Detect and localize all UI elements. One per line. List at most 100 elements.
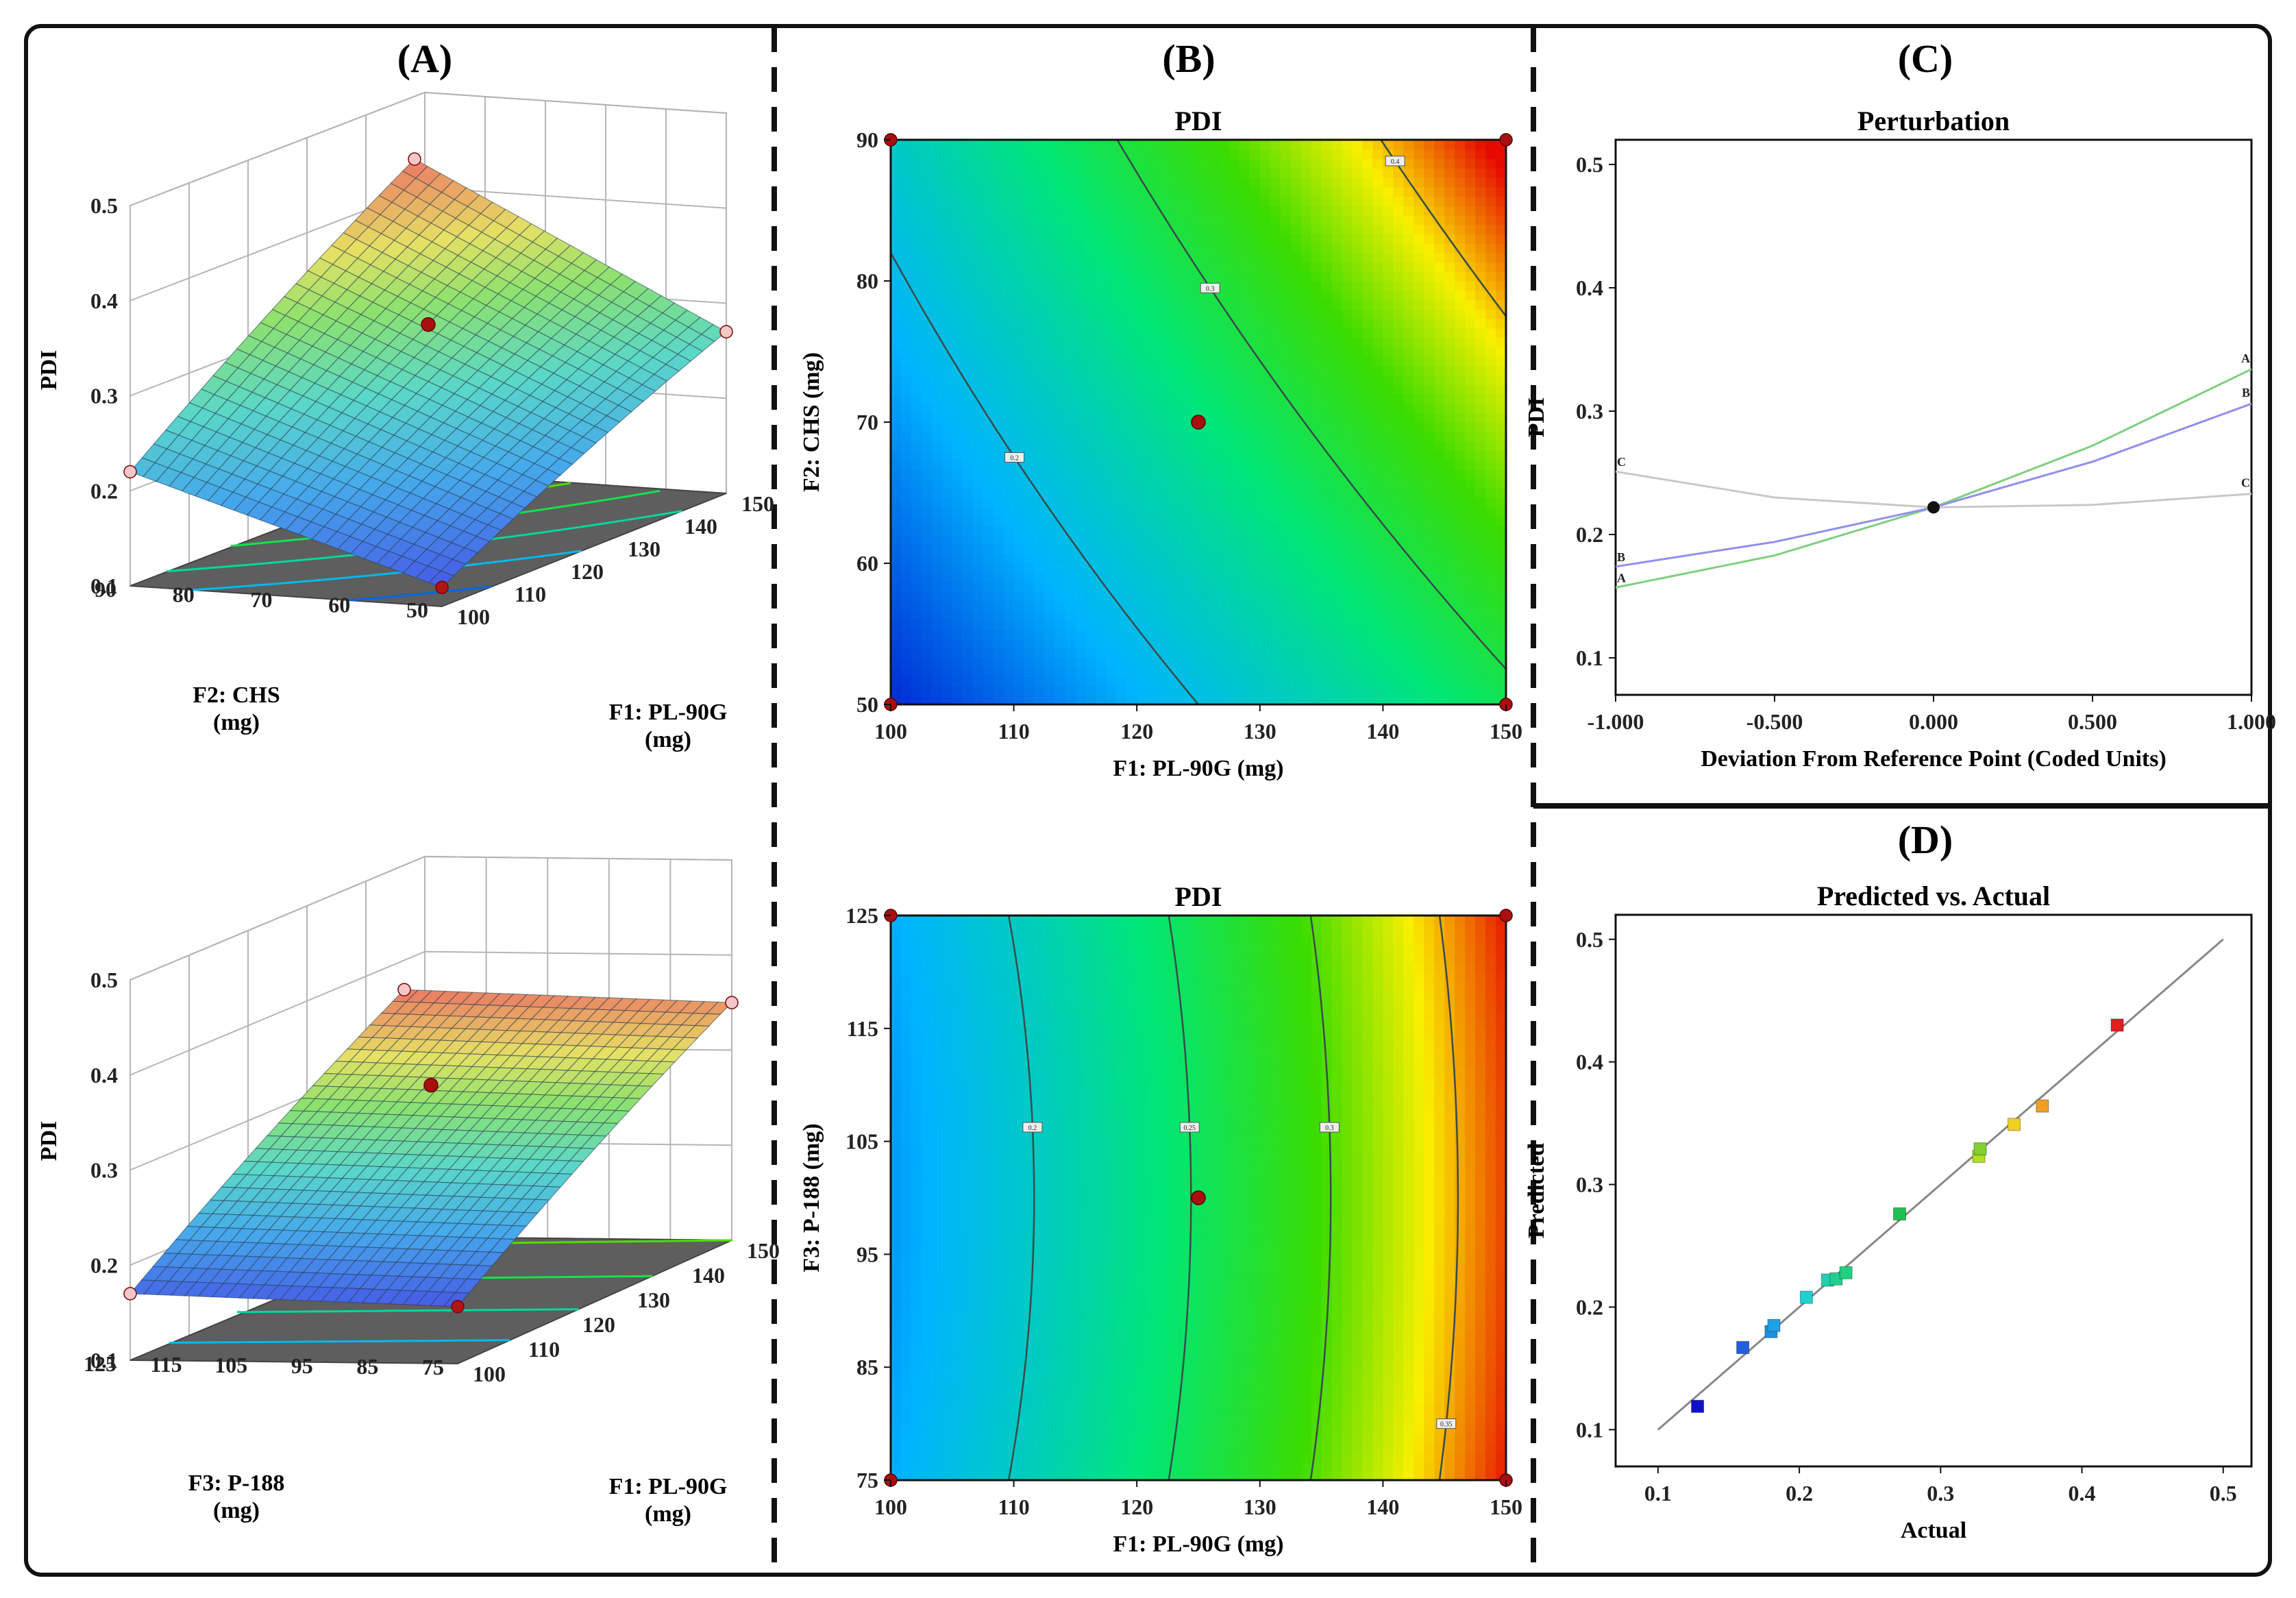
contour-fill-cell [1362, 214, 1374, 225]
contour-fill-cell [1096, 526, 1107, 536]
contour-fill-cell [962, 365, 974, 376]
contour-fill-cell [1311, 347, 1322, 357]
contour-fill-cell [1362, 648, 1374, 659]
contour-fill-cell [952, 572, 963, 583]
contour-fill-cell [952, 488, 963, 498]
contour-fill-cell [1444, 140, 1455, 150]
contour-fill-cell [1444, 610, 1455, 621]
contour-fill-cell [1300, 234, 1312, 244]
contour-fill-cell [1424, 591, 1435, 602]
contour-fill-cell [1075, 234, 1087, 244]
y-tick-label: 105 [214, 1353, 247, 1377]
contour-fill-cell [1034, 610, 1046, 621]
contour-fill-cell [1106, 459, 1118, 470]
contour-fill-cell [1424, 422, 1435, 432]
contour-fill-cell [1208, 469, 1220, 480]
contour-fill-cell [1403, 337, 1415, 347]
contour-fill-cell [1311, 534, 1322, 545]
contour-fill-cell [931, 271, 943, 282]
contour-fill-cell [891, 441, 902, 451]
contour-fill-cell [1106, 488, 1118, 498]
contour-fill-cell [1239, 309, 1250, 319]
contour-fill-cell [1496, 206, 1507, 216]
contour-fill-cell [891, 347, 902, 357]
contour-fill-cell [900, 422, 912, 432]
contour-fill-cell [1106, 526, 1118, 536]
contour-fill-cell [1065, 271, 1076, 282]
contour-fill-cell [1455, 290, 1466, 301]
contour-fill-cell [911, 365, 922, 376]
contour-fill-cell [1372, 234, 1384, 244]
contour-fill-cell [1414, 506, 1425, 517]
contour-fill-cell [1147, 431, 1158, 442]
contour-fill-cell [1270, 629, 1281, 639]
contour-fill-cell [1054, 140, 1066, 150]
contour-fill-cell [1178, 667, 1189, 677]
contour-fill-cell [941, 243, 953, 254]
contour-fill-cell [1383, 413, 1394, 423]
contour-fill-cell [1496, 629, 1507, 639]
contour-fill-cell [1362, 243, 1374, 254]
contour-fill-cell [1024, 685, 1035, 696]
contour-fill-cell [1372, 676, 1384, 687]
contour-fill-cell [1393, 497, 1405, 508]
contour-fill-cell [952, 685, 963, 696]
contour-fill-cell [1444, 572, 1455, 583]
contour-fill-cell [1342, 375, 1353, 385]
contour-fill-cell [1321, 140, 1333, 150]
contour-fill-cell [1024, 534, 1035, 545]
contour-fill-cell [1034, 422, 1046, 432]
contour-fill-cell [1270, 648, 1281, 659]
contour-fill-cell [1198, 168, 1209, 178]
contour-fill-cell [1013, 234, 1025, 244]
contour-fill-cell [1208, 422, 1220, 432]
contour-fill-cell [1126, 638, 1137, 649]
contour-fill-cell [1393, 403, 1405, 414]
contour-fill-cell [1331, 206, 1343, 216]
contour-fill-cell [911, 168, 922, 178]
contour-fill-cell [1147, 149, 1158, 160]
contour-fill-cell [1044, 403, 1056, 414]
contour-fill-cell [1218, 206, 1230, 216]
contour-fill-cell [921, 488, 933, 498]
contour-fill-cell [1085, 591, 1097, 602]
contour-fill-cell [1414, 582, 1425, 592]
z-tick-label: 0.5 [90, 968, 118, 992]
contour-fill-cell [1434, 318, 1445, 329]
contour-fill-cell [1259, 262, 1271, 273]
contour-fill-cell [891, 619, 902, 630]
contour-fill-cell [1259, 281, 1271, 291]
contour-fill-cell [983, 441, 994, 451]
contour-fill-cell [911, 648, 922, 659]
contour-fill-cell [921, 469, 933, 480]
contour-fill-cell [1013, 168, 1025, 178]
contour-fill-cell [1034, 309, 1046, 319]
contour-fill-cell [1342, 657, 1353, 667]
contour-fill-cell [1249, 252, 1261, 263]
contour-fill-cell [983, 459, 994, 470]
contour-fill-cell [1085, 234, 1097, 244]
contour-fill-cell [1065, 629, 1076, 639]
contour-fill-cell [962, 318, 974, 329]
contour-fill-cell [962, 554, 974, 564]
contour-fill-cell [1290, 657, 1302, 667]
contour-fill-cell [891, 1047, 902, 1057]
contour-fill-cell [1034, 572, 1046, 583]
contour-fill-cell [1075, 648, 1087, 659]
contour-fill-cell [993, 676, 1004, 687]
contour-fill-cell [1054, 591, 1066, 602]
contour-fill-cell [962, 506, 974, 517]
contour-fill-cell [1054, 224, 1066, 235]
contour-fill-cell [1393, 309, 1405, 319]
contour-fill-cell [931, 544, 943, 555]
contour-fill-cell [931, 488, 943, 498]
contour-fill-cell [1331, 563, 1343, 574]
contour-fill-cell [1003, 393, 1015, 404]
contour-fill-cell [1383, 497, 1394, 508]
contour-fill-cell [1044, 384, 1056, 395]
contour-fill-cell [1434, 657, 1445, 667]
contour-fill-cell [1403, 299, 1415, 310]
contour-fill-cell [1024, 196, 1035, 206]
contour-fill-cell [1157, 234, 1168, 244]
contour-fill-cell [972, 186, 984, 197]
